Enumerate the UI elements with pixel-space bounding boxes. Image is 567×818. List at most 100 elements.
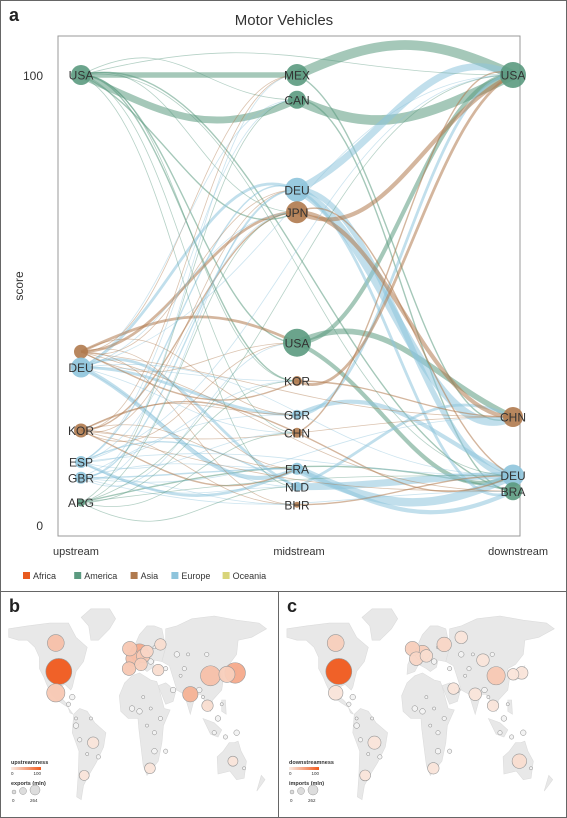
node-label-d_chn: CHN	[500, 411, 526, 425]
country-bubble	[218, 665, 236, 683]
flow-u_asia-d_chn	[80, 351, 514, 418]
color-scale-title: upstreamness	[11, 760, 48, 766]
flow-u_gbr-m_fra	[80, 463, 298, 479]
node-m_fra	[291, 462, 303, 475]
node-label-m_nld: NLD	[285, 480, 309, 494]
country-bubble	[511, 753, 527, 769]
edge-u_kor-m_fra	[80, 429, 298, 487]
node-d_deu	[502, 464, 524, 487]
country-marker	[219, 702, 224, 707]
plot-frame	[57, 35, 521, 537]
node-m_jpn	[286, 201, 308, 224]
flow-u_esp-d_deu	[80, 453, 514, 476]
flow-u_kor-m_deu	[80, 189, 298, 433]
edge-u_deu-m_nld	[80, 358, 298, 489]
node-u_asia	[74, 344, 88, 359]
edge-u_asia-m_kor	[80, 351, 298, 401]
color-scale-bar	[11, 767, 41, 770]
country-marker	[377, 754, 383, 760]
country-marker	[353, 722, 360, 729]
country-bubble	[78, 770, 90, 781]
flow-u_kor-m_bhr	[80, 430, 298, 506]
node-label-m_mex: MEX	[284, 69, 310, 83]
country-marker	[358, 737, 363, 743]
flow-u_usa-m_nld	[80, 74, 298, 488]
edge-u_kor-m_jpn	[80, 211, 298, 432]
country-marker	[509, 734, 515, 740]
node-u_usa	[71, 65, 91, 85]
flow-u_usa-m_chn	[80, 74, 298, 434]
column-label-upstream: upstream	[53, 546, 99, 558]
legend-label-asia: Asia	[141, 571, 159, 581]
country-marker	[173, 651, 180, 658]
bubbles-layer	[325, 630, 533, 782]
country-bubble	[468, 687, 482, 701]
country-marker	[349, 694, 356, 701]
flow-u_gbr-m_gbr	[80, 414, 298, 479]
country-bubble	[328, 685, 344, 701]
landmass	[71, 708, 107, 801]
flow-u_kor-d_bra	[80, 430, 514, 492]
country-marker	[72, 722, 80, 729]
edge-m_usa-d_deu	[296, 340, 514, 485]
country-marker	[346, 701, 352, 707]
country-marker	[471, 652, 475, 657]
legend-label-america: America	[84, 571, 117, 581]
country-marker	[66, 701, 71, 707]
node-label-d_deu: DEU	[500, 469, 525, 483]
color-scale-max: 100	[311, 771, 319, 776]
column-label-downstream: downstream	[488, 546, 548, 558]
country-marker	[170, 686, 177, 694]
flow-u_kor-m_usa	[80, 342, 298, 442]
edge-u_usa-m_kor	[80, 74, 298, 382]
map-legend: downstreamness 0 100 imports (mln) 0 262	[289, 760, 334, 803]
node-u_kor	[74, 423, 88, 438]
node-label-d_bra: BRA	[501, 485, 526, 499]
flow-u_arg-d_usa	[80, 74, 514, 503]
flow-u_deu-m_nld	[80, 367, 298, 488]
node-label-u_usa: USA	[69, 69, 94, 83]
upstreamness-map: upstreamness 0 100 exports (mln) 0 264	[8, 608, 268, 803]
country-marker	[85, 752, 90, 756]
node-label-u_deu: DEU	[68, 361, 93, 375]
node-label-d_usa: USA	[501, 69, 526, 83]
imports-map-panel: c downstreamness 0 100 imports (mln) 0 262	[278, 591, 567, 818]
edge-u_asia-m_usa	[80, 315, 298, 354]
size-scale-mid	[297, 787, 305, 795]
landmass	[507, 699, 513, 715]
country-marker	[500, 715, 507, 722]
node-label-u_kor: KOR	[68, 424, 94, 438]
land-layer	[286, 608, 555, 801]
country-marker	[497, 730, 503, 736]
node-m_nld	[292, 481, 302, 492]
flow-u_asia-m_bhr	[80, 351, 298, 506]
country-marker	[370, 716, 374, 721]
flow-u_usa-m_jpn	[80, 72, 298, 213]
country-marker	[147, 658, 154, 665]
y-axis-label: score	[12, 271, 26, 301]
node-label-m_gbr: GBR	[284, 408, 310, 422]
node-label-u_gbr: GBR	[68, 471, 94, 485]
edge-u_deu-m_fra	[80, 365, 298, 481]
edge-m_usa-d_usa	[296, 72, 514, 345]
country-marker	[136, 708, 143, 715]
size-scale-title: imports (mln)	[289, 781, 324, 787]
node-m_deu	[285, 177, 309, 202]
legend: Africa America Asia Europe Oceania	[23, 571, 266, 581]
country-bubble	[144, 762, 156, 774]
flow-u_arg-m_chn	[80, 432, 298, 508]
node-d_chn	[503, 407, 523, 427]
country-marker	[222, 734, 228, 740]
edge-m_kor-d_chn	[296, 380, 514, 418]
size-scale-small	[289, 789, 295, 795]
country-bubble	[45, 658, 73, 685]
edge-u_esp-m_fra	[80, 460, 298, 497]
flow-u_esp-m_chn	[80, 432, 298, 469]
legend-swatch-asia	[130, 572, 138, 579]
country-marker	[466, 666, 472, 672]
country-marker	[489, 651, 495, 657]
size-scale-min: 0	[12, 798, 15, 803]
country-bubble	[486, 666, 506, 686]
country-marker	[463, 673, 467, 678]
edge-m_chn-d_deu	[296, 432, 514, 493]
